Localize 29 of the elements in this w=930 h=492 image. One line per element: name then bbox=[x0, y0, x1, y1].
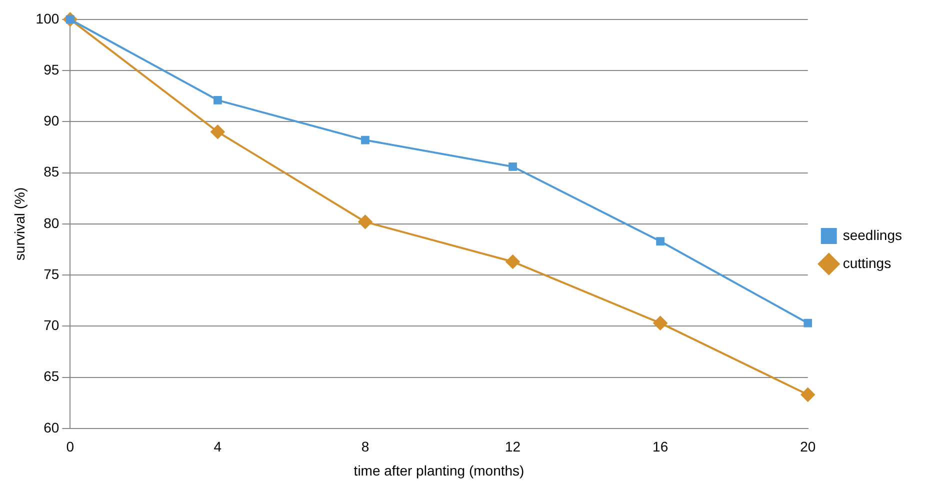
y-tick-label: 95 bbox=[44, 61, 60, 78]
point bbox=[656, 237, 664, 246]
y-tick-label: 80 bbox=[44, 214, 60, 231]
y-tick-label: 70 bbox=[44, 317, 60, 334]
point bbox=[210, 124, 225, 139]
point bbox=[506, 254, 520, 269]
point bbox=[361, 136, 370, 144]
y-tick-label: 60 bbox=[44, 419, 60, 436]
point bbox=[800, 388, 815, 402]
x-axis-title: time after planting (months) bbox=[354, 462, 524, 478]
y-tick-label: 100 bbox=[36, 10, 60, 26]
y-tick-label: 90 bbox=[44, 112, 60, 129]
x-tick-label: 12 bbox=[504, 438, 521, 455]
y-tick-label: 75 bbox=[44, 266, 60, 282]
y-tick-label: 65 bbox=[44, 368, 60, 384]
x-tick-label: 0 bbox=[66, 438, 74, 455]
y-axis-title: survival (%) bbox=[11, 187, 28, 260]
point bbox=[214, 96, 222, 104]
point bbox=[508, 162, 517, 171]
legend-label: seedlings bbox=[842, 226, 902, 243]
y-tick-label: 85 bbox=[44, 164, 60, 180]
x-tick-label: 20 bbox=[800, 438, 816, 455]
point bbox=[358, 214, 372, 229]
point bbox=[653, 316, 668, 330]
x-tick-label: 8 bbox=[361, 438, 370, 455]
x-tick-label: 4 bbox=[214, 438, 222, 455]
point bbox=[804, 318, 812, 328]
legend-label: cuttings bbox=[842, 254, 892, 271]
x-tick-label: 16 bbox=[652, 438, 668, 455]
